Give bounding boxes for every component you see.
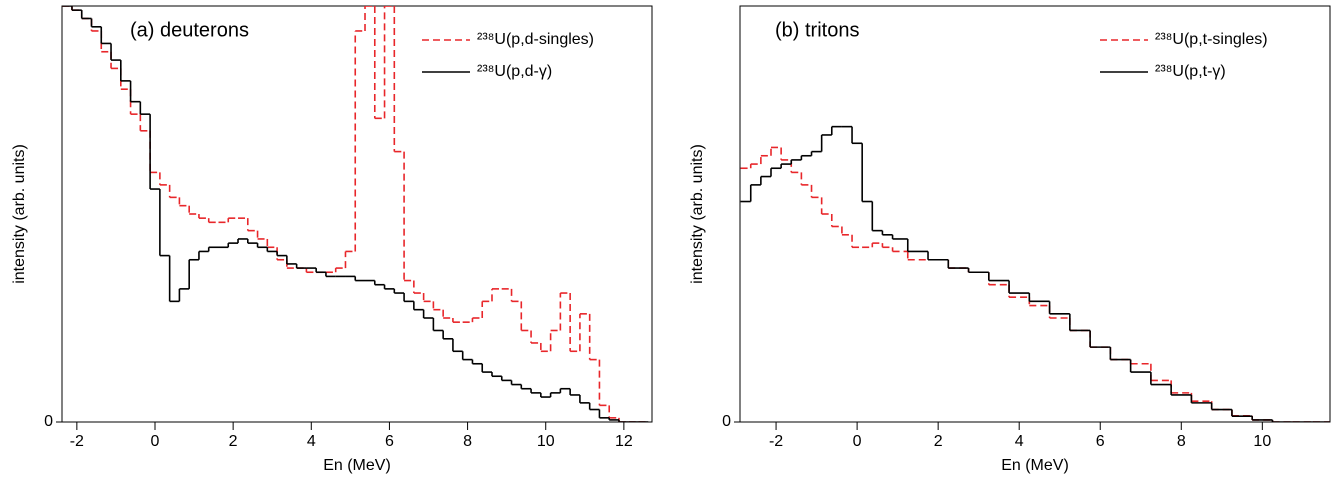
x-tick-label: -2: [769, 433, 783, 450]
y-axis-label: intensity (arb. units): [689, 144, 706, 284]
x-tick-label: 4: [307, 433, 316, 450]
y-tick-label: 0: [722, 413, 731, 430]
x-tick-label: 12: [615, 433, 633, 450]
x-tick-label: 2: [934, 433, 943, 450]
x-tick-label: 4: [1015, 433, 1024, 450]
x-tick-label: 6: [385, 433, 394, 450]
plot-frame: [739, 5, 1331, 423]
legend-label: ²³⁸U(p,t-γ): [1155, 63, 1226, 80]
legend-label: ²³⁸U(p,t-singles): [1155, 31, 1268, 48]
y-tick-label: 0: [44, 413, 53, 430]
panel-title: (a) deuterons: [130, 19, 249, 41]
panel: -2 0 2 4 6 8 10 12 0 En (MeV) intensity (arb. unit…: [11, 5, 653, 474]
x-tick-label: -2: [70, 433, 84, 450]
panel: -2 0 2 4 6 8 10 0 En (MeV) intensity (arb. units)…: [689, 5, 1331, 474]
y-axis-label: intensity (arb. units): [11, 144, 28, 284]
panel-title: (b) tritons: [775, 19, 859, 41]
legend-label: ²³⁸U(p,d-γ): [477, 63, 552, 80]
series: [62, 6, 649, 422]
x-tick-label: 6: [1096, 433, 1105, 450]
x-tick-label: 2: [229, 433, 238, 450]
x-tick-label: 0: [853, 433, 862, 450]
plot-frame: [61, 5, 653, 423]
x-tick-label: 8: [1177, 433, 1186, 450]
series: [740, 146, 1330, 422]
x-axis-label: En (MeV): [1001, 457, 1069, 474]
x-axis-label: En (MeV): [323, 457, 391, 474]
x-tick-label: 0: [151, 433, 160, 450]
x-tick-label: 8: [463, 433, 472, 450]
x-tick-label: 10: [1253, 433, 1271, 450]
x-tick-label: 10: [537, 433, 555, 450]
series: [62, 6, 649, 422]
legend-label: ²³⁸U(p,d-singles): [477, 31, 594, 48]
series: [740, 125, 1330, 422]
